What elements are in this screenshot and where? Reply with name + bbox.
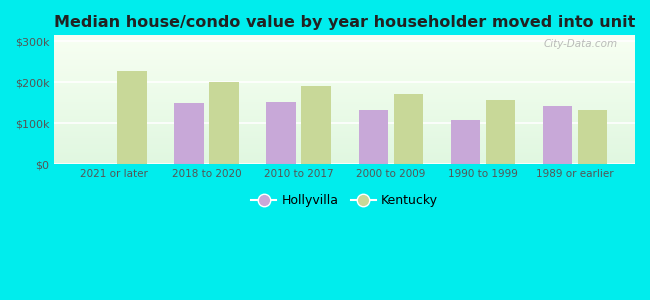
Bar (394, 94, 423, 164)
Legend: Hollyvilla, Kentucky: Hollyvilla, Kentucky (246, 189, 443, 212)
Bar (302, 86, 331, 164)
Bar (486, 100, 515, 164)
Bar (266, 102, 296, 164)
Bar (209, 82, 239, 164)
Bar (174, 103, 203, 164)
Bar (117, 71, 147, 164)
Bar (359, 110, 388, 164)
Bar (543, 106, 573, 164)
Bar (450, 120, 480, 164)
Title: Median house/condo value by year householder moved into unit: Median house/condo value by year househo… (54, 15, 636, 30)
Bar (578, 110, 607, 164)
Text: City-Data.com: City-Data.com (543, 39, 618, 49)
